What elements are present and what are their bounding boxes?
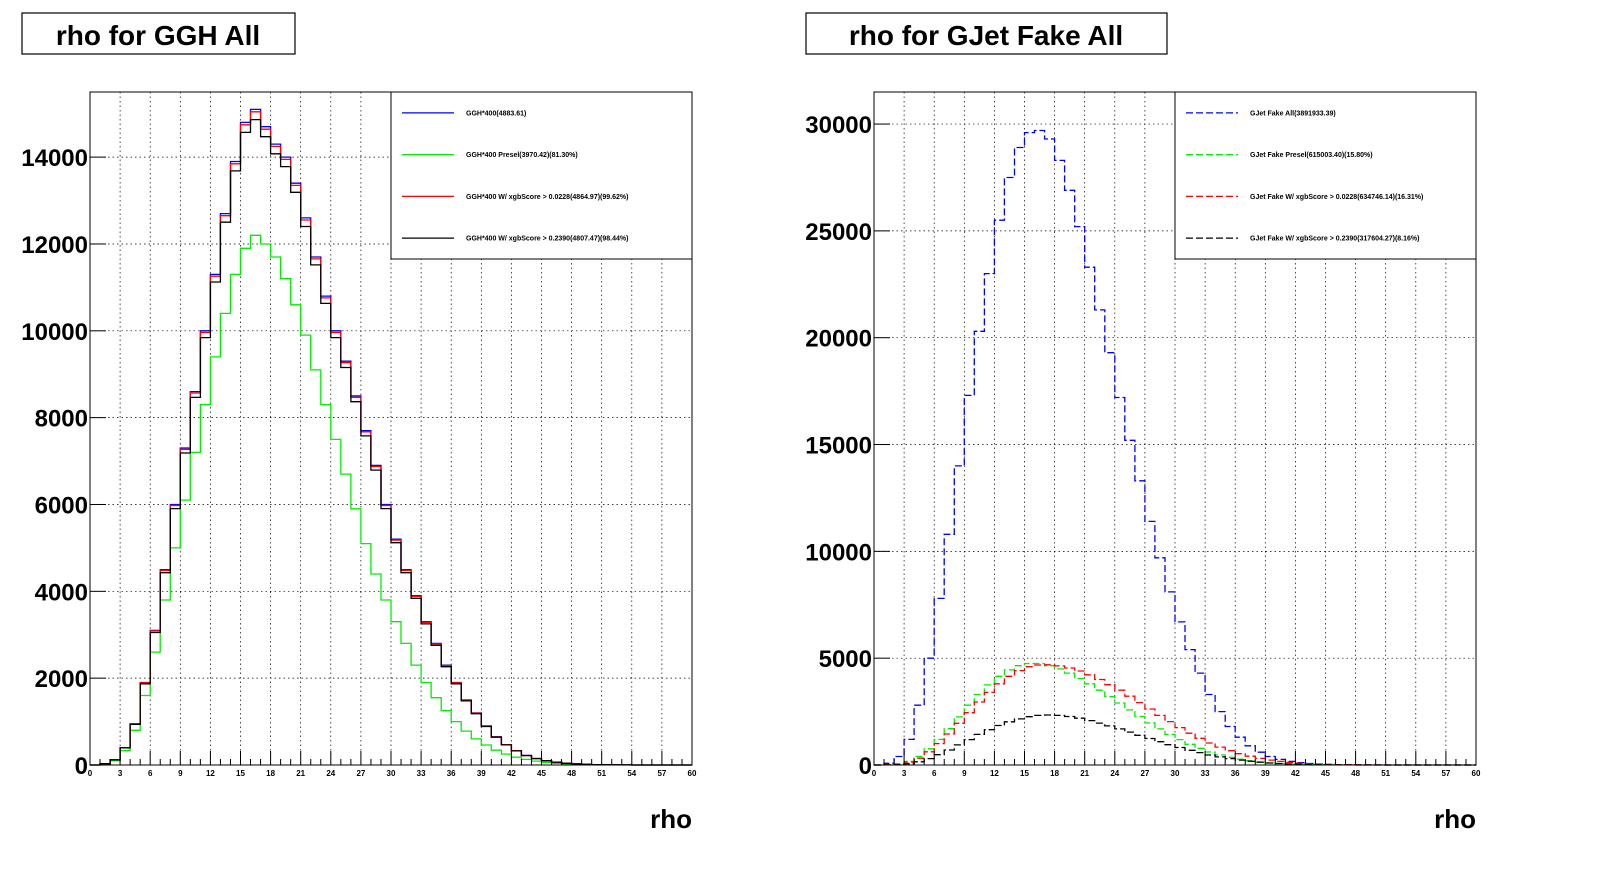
y-tick-label: 15000 (805, 433, 872, 460)
chart-title: rho for GGH All (56, 20, 260, 51)
legend-label: GJet Fake W/ xgbScore > 0.0228(634746.14… (1250, 194, 1423, 201)
x-tick-label: 60 (1472, 769, 1481, 778)
legend-box (390, 91, 693, 260)
x-tick-label: 36 (447, 769, 456, 778)
x-tick-label: 24 (326, 769, 335, 778)
grid (874, 92, 1476, 765)
y-tick-label: 6000 (35, 492, 88, 519)
legend-label: GJet Fake Presel(615003.40)(15.80%) (1250, 152, 1373, 159)
tick-layer: 0 3 6 9 12 15 18 21 24 27 30 33 36 39 42 45 48 51 54 57 6005… (805, 112, 1481, 780)
x-tick-label: 27 (1140, 769, 1149, 778)
x-tick-label: 42 (1291, 769, 1300, 778)
x-tick-label: 51 (597, 769, 606, 778)
x-tick-label: 45 (537, 769, 546, 778)
y-tick-label: 14000 (21, 145, 88, 172)
x-tick-label: 39 (1261, 769, 1270, 778)
y-tick-label: 10000 (805, 539, 872, 566)
tick-layer: 0 3 6 9 12 15 18 21 24 27 30 33 36 39 42 45 48 51 54 57 6002… (21, 145, 697, 780)
x-tick-label: 0 (88, 769, 93, 778)
x-tick-label: 57 (1441, 769, 1450, 778)
y-tick-label: 20000 (805, 326, 872, 353)
x-tick-label: 12 (206, 769, 215, 778)
y-tick-label: 0 (75, 753, 88, 780)
x-tick-label: 6 (148, 769, 153, 778)
x-axis-label: rho (650, 804, 692, 834)
chart-title-box (21, 12, 296, 55)
y-tick-label: 4000 (35, 579, 88, 606)
y-tick-label: 10000 (21, 319, 88, 346)
x-tick-label: 21 (296, 769, 305, 778)
x-tick-label: 54 (627, 769, 636, 778)
legend-label: GJet Fake All(3891933.39) (1250, 110, 1336, 117)
x-tick-label: 9 (178, 769, 183, 778)
x-tick-label: 54 (1411, 769, 1420, 778)
legend-label: GGH*400(4883.61) (466, 110, 526, 117)
y-tick-label: 30000 (805, 112, 872, 139)
x-tick-label: 3 (118, 769, 123, 778)
x-tick-label: 27 (356, 769, 365, 778)
x-tick-label: 9 (962, 769, 967, 778)
legend-box (1174, 91, 1477, 260)
x-tick-label: 42 (507, 769, 516, 778)
x-tick-label: 45 (1321, 769, 1330, 778)
x-axis-label: rho (1434, 804, 1476, 834)
legend-label: GJet Fake W/ xgbScore > 0.2390(317604.27… (1250, 236, 1419, 243)
x-tick-label: 60 (688, 769, 697, 778)
y-tick-label: 0 (859, 753, 872, 780)
x-tick-label: 33 (1201, 769, 1210, 778)
x-tick-label: 39 (477, 769, 486, 778)
x-tick-label: 15 (1020, 769, 1029, 778)
legend: GJet Fake All(3891933.39) GJet Fake Prese… (1174, 91, 1477, 260)
x-tick-label: 51 (1381, 769, 1390, 778)
x-tick-label: 15 (236, 769, 245, 778)
chart-title-box (805, 12, 1168, 55)
legend-label: GGH*400 Presel(3970.42)(81.30%) (466, 152, 578, 159)
x-tick-label: 33 (417, 769, 426, 778)
x-tick-label: 30 (387, 769, 396, 778)
x-tick-label: 12 (990, 769, 999, 778)
y-tick-label: 25000 (805, 219, 872, 246)
x-tick-label: 48 (1351, 769, 1360, 778)
x-tick-label: 18 (266, 769, 275, 778)
x-tick-label: 6 (932, 769, 937, 778)
x-tick-label: 24 (1110, 769, 1119, 778)
legend-label: GGH*400 W/ xgbScore > 0.2390(4807.47)(98… (466, 236, 628, 243)
legend-label: GGH*400 W/ xgbScore > 0.0228(4864.97)(99… (466, 194, 628, 201)
chart-panel-gjet: rho for GJet Fake All 0 3 6 9 12 15 18 21 24 27 30… (805, 12, 1481, 834)
x-tick-label: 3 (902, 769, 907, 778)
x-tick-label: 48 (567, 769, 576, 778)
x-tick-label: 30 (1171, 769, 1180, 778)
x-tick-label: 0 (872, 769, 877, 778)
x-tick-label: 21 (1080, 769, 1089, 778)
x-tick-label: 57 (657, 769, 666, 778)
chart-panel-ggh: rho for GGH All 0 3 6 9 12 15 18 21 24 27 30 33 36 39… (21, 12, 697, 834)
legend: GGH*400(4883.61) GGH*400 Presel(3970.42)(… (390, 91, 693, 260)
y-tick-label: 5000 (819, 646, 872, 673)
chart-title: rho for GJet Fake All (849, 20, 1123, 51)
x-tick-label: 36 (1231, 769, 1240, 778)
y-tick-label: 2000 (35, 666, 88, 693)
x-tick-label: 18 (1050, 769, 1059, 778)
y-tick-label: 8000 (35, 406, 88, 433)
y-tick-label: 12000 (21, 232, 88, 259)
